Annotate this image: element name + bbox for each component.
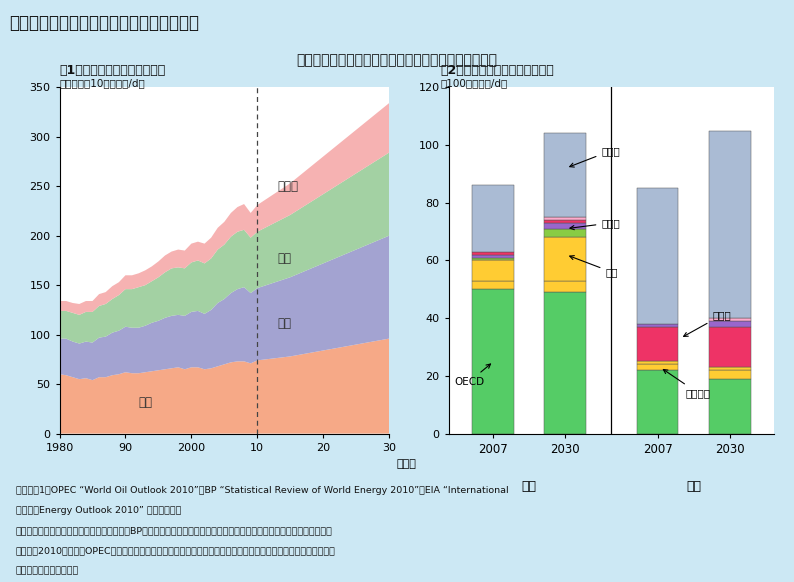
Text: （100万バレル/d）: （100万バレル/d）	[441, 78, 508, 88]
Bar	[709, 379, 751, 434]
Bar	[709, 327, 751, 367]
Text: ロシア: ロシア	[684, 310, 731, 336]
Text: その他: その他	[570, 146, 620, 167]
Text: 原油: 原油	[139, 396, 152, 409]
Text: 石炭: 石炭	[277, 317, 291, 330]
Bar	[472, 186, 514, 252]
Bar	[637, 324, 679, 327]
Bar	[709, 367, 751, 370]
Bar	[544, 223, 586, 229]
Bar	[472, 252, 514, 255]
Bar	[472, 281, 514, 289]
Text: （備考）1．OPEC “World Oil Outlook 2010”、BP “Statistical Review of World Energy 2010”: （備考）1．OPEC “World Oil Outlook 2010”、BP “…	[16, 486, 508, 495]
Bar	[544, 237, 586, 281]
Bar	[472, 289, 514, 434]
Text: 需要: 需要	[522, 480, 537, 493]
Text: （原油換算10万バレル/d）: （原油換算10万バレル/d）	[60, 78, 145, 88]
Text: （2）地域別の原油需給の見通し: （2）地域別の原油需給の見通し	[441, 65, 554, 77]
Bar	[637, 364, 679, 370]
Bar	[637, 189, 679, 324]
Bar	[544, 133, 586, 217]
Text: 2010年以降のOPECの供給量予測値と接続した。「その他」は、水力、原子力、バイオマス、その他再生可: 2010年以降のOPECの供給量予測値と接続した。「その他」は、水力、原子力、バ…	[16, 546, 336, 555]
Bar	[544, 292, 586, 434]
Bar	[472, 255, 514, 258]
Text: ブラジル: ブラジル	[663, 370, 711, 398]
Bar	[637, 361, 679, 364]
Text: ガス: ガス	[277, 253, 291, 265]
Text: その他: その他	[277, 180, 298, 193]
Bar	[709, 318, 751, 321]
Text: （1）エネルギー構成の見通し: （1）エネルギー構成の見通し	[60, 65, 166, 77]
Text: ２．（１）について、２００９年まではBPの原油換算トンベースの消費量より日量バレル換算した消費量を試算し、: ２．（１）について、２００９年まではBPの原油換算トンベースの消費量より日量バレ…	[16, 526, 333, 535]
Text: エネルギー需要は先進国から新興国に緩やかにシフト: エネルギー需要は先進国から新興国に緩やかにシフト	[296, 53, 498, 68]
Text: Energy Outlook 2010” により作成。: Energy Outlook 2010” により作成。	[16, 506, 181, 515]
Bar	[637, 327, 679, 361]
Bar	[709, 130, 751, 318]
Text: 能エネルギー。: 能エネルギー。	[16, 567, 79, 576]
Bar	[637, 370, 679, 434]
Bar	[544, 281, 586, 292]
Text: （年）: （年）	[396, 459, 416, 469]
Bar	[544, 229, 586, 237]
Text: 第２－１－４図　エネルギー需給の見通し: 第２－１－４図 エネルギー需給の見通し	[10, 14, 199, 32]
Bar	[709, 370, 751, 379]
Text: OECD: OECD	[454, 364, 491, 386]
Bar	[709, 321, 751, 327]
Bar	[544, 220, 586, 223]
Text: 供給: 供給	[686, 480, 701, 493]
Text: インド: インド	[570, 218, 620, 230]
Bar	[544, 217, 586, 220]
Text: 中国: 中国	[570, 255, 618, 277]
Bar	[472, 261, 514, 281]
Bar	[472, 258, 514, 261]
